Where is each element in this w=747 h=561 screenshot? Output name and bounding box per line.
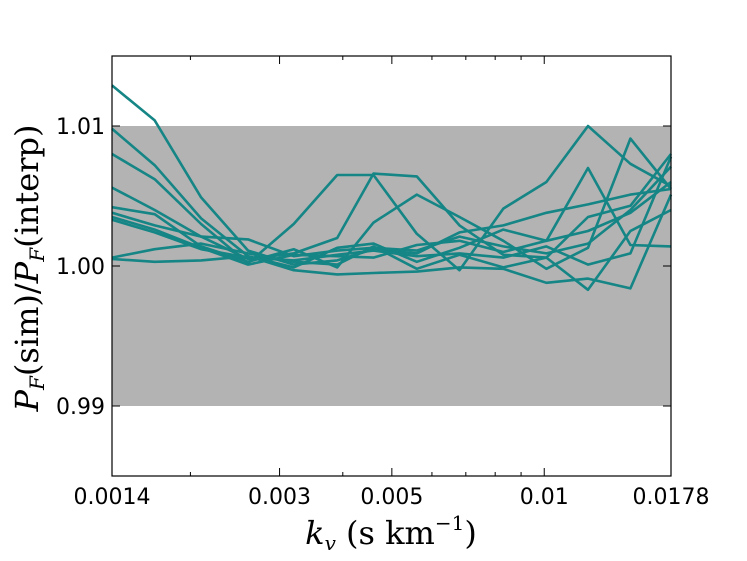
series-line-8 xyxy=(111,156,673,266)
x-tick-label: 0.005 xyxy=(360,485,423,510)
series-line-9 xyxy=(111,208,672,292)
series-line-3 xyxy=(111,124,672,272)
x-tick-label: 0.01 xyxy=(520,485,569,510)
series-line-5 xyxy=(111,137,673,271)
x-axis-ticks: 0.0014 0.003 0.005 0.01 0.0178 xyxy=(74,56,710,510)
series-line-10 xyxy=(111,194,673,290)
x-axis-label: kv (s km−1) xyxy=(305,511,477,555)
y-tick-label: 1.01 xyxy=(56,115,105,140)
x-tick-label: 0.003 xyxy=(248,485,311,510)
y-axis-label: PF(sim)/PF(interp) xyxy=(8,125,49,413)
y-axis-ticks: 0.99 1.00 1.01 xyxy=(56,115,671,420)
x-tick-label: 0.0178 xyxy=(633,485,710,510)
series-lines xyxy=(111,84,673,292)
series-line-6 xyxy=(111,165,672,258)
x-tick-label: 0.0014 xyxy=(74,485,151,510)
tolerance-band xyxy=(112,126,671,406)
series-line-4 xyxy=(111,153,673,261)
y-tick-label: 1.00 xyxy=(56,255,105,280)
y-tick-label: 0.99 xyxy=(56,395,105,420)
